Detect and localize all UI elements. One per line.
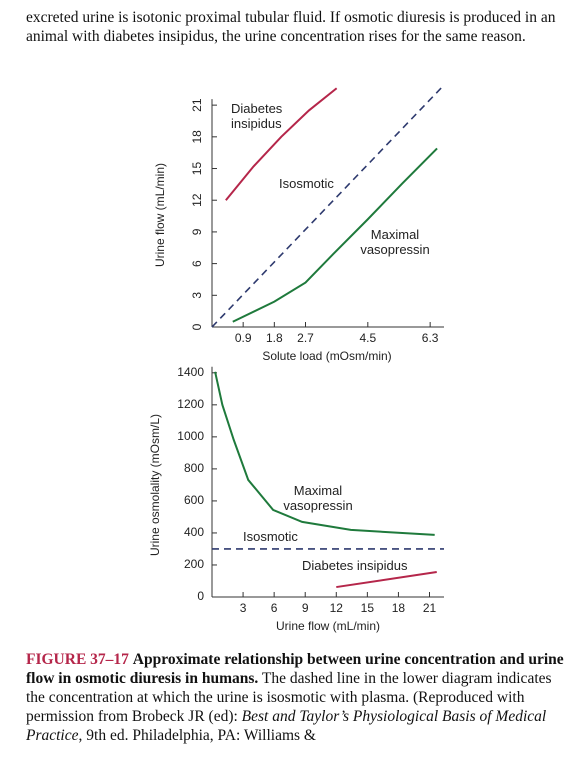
caption-rest: , 9th ed. Philadelphia, PA: Williams & (78, 727, 316, 744)
x-axis-title: Solute load (mOsm/min) (262, 349, 391, 363)
book-title: Best and Taylor’s Physiological Basis of… (26, 708, 547, 744)
y-tick-label: 21 (190, 98, 204, 112)
series-label: Diabetes insipidus (302, 558, 408, 573)
y-tick-label: 18 (190, 130, 204, 144)
y-tick-label: 800 (184, 461, 204, 475)
x-tick-label: 6 (271, 601, 278, 615)
series-line (336, 571, 437, 589)
series-label: Isosmotic (279, 176, 334, 191)
y-tick-label: 600 (184, 493, 204, 507)
x-tick-label: 0.9 (235, 331, 252, 345)
x-tick-label: 3 (240, 601, 247, 615)
figure-label: FIGURE 37–17 (26, 651, 129, 668)
caption-text: The dashed line in the lower diagram ind… (26, 670, 552, 725)
figure: 0 3 6 9 12 15 18 21 0.9 1.8 2.7 4.5 6.3 Solute load (… (148, 84, 445, 633)
y-tick-label: 3 (190, 292, 204, 299)
paragraph: excreted urine is isotonic proximal tubu… (26, 9, 556, 45)
y-tick-label: 0 (197, 589, 204, 603)
x-tick-label: 6.3 (422, 331, 439, 345)
x-tick-label: 12 (330, 601, 344, 615)
x-tick-label: 18 (392, 601, 406, 615)
y-tick-label: 0 (190, 323, 204, 330)
x-tick-label: 4.5 (359, 331, 376, 345)
series-line (225, 87, 338, 201)
y-tick-label: 6 (190, 260, 204, 267)
y-tick-label: 400 (184, 525, 204, 539)
x-tick-label: 9 (302, 601, 309, 615)
series-line (214, 371, 435, 536)
y-tick-label: 9 (190, 228, 204, 235)
series-label: Maximal vasopressin (360, 227, 430, 257)
y-tick-label: 15 (190, 162, 204, 176)
x-axis-title: Urine flow (mL/min) (276, 619, 380, 633)
series-label: Isosmotic (243, 529, 298, 544)
y-axis-title: Urine flow (mL/min) (153, 163, 167, 267)
y-axis-title: Urine osmolality (mOsm/L) (148, 414, 162, 556)
series-line (211, 84, 445, 328)
x-tick-label: 21 (423, 601, 437, 615)
series-line (232, 147, 438, 323)
series-label: Maximal vasopressin (283, 483, 353, 513)
caption: FIGURE 37–17 Approximate relationship be… (26, 650, 571, 745)
x-tick-label: 15 (361, 601, 375, 615)
y-tick-label: 1400 (177, 365, 204, 379)
y-tick-label: 1200 (177, 397, 204, 411)
x-tick-label: 2.7 (297, 331, 314, 345)
x-tick-label: 1.8 (266, 331, 283, 345)
y-tick-label: 1000 (177, 429, 204, 443)
caption-title: Approximate relationship between urine c… (26, 651, 564, 687)
series-label: Diabetes insipidus (231, 101, 283, 131)
y-tick-label: 12 (190, 193, 204, 207)
y-tick-label: 200 (184, 557, 204, 571)
